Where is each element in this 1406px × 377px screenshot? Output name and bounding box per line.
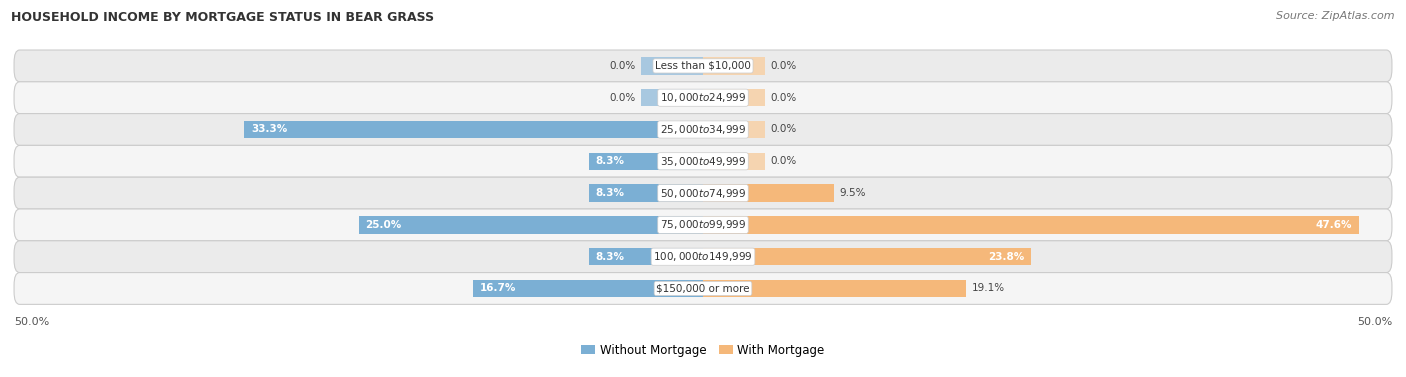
FancyBboxPatch shape	[14, 177, 1392, 209]
Text: 23.8%: 23.8%	[988, 252, 1024, 262]
Text: Source: ZipAtlas.com: Source: ZipAtlas.com	[1277, 11, 1395, 21]
Bar	[245, 121, 703, 138]
Bar	[703, 121, 765, 138]
Bar	[472, 280, 703, 297]
Text: 0.0%: 0.0%	[770, 156, 797, 166]
Bar	[703, 57, 765, 75]
Text: 0.0%: 0.0%	[770, 61, 797, 71]
Text: 8.3%: 8.3%	[596, 188, 624, 198]
Text: Less than $10,000: Less than $10,000	[655, 61, 751, 71]
Bar	[589, 248, 703, 265]
Text: 9.5%: 9.5%	[839, 188, 866, 198]
FancyBboxPatch shape	[14, 209, 1392, 241]
Text: 50.0%: 50.0%	[14, 317, 49, 327]
Text: $35,000 to $49,999: $35,000 to $49,999	[659, 155, 747, 168]
Text: 0.0%: 0.0%	[770, 124, 797, 135]
Text: 50.0%: 50.0%	[1357, 317, 1392, 327]
Bar	[703, 153, 765, 170]
FancyBboxPatch shape	[14, 50, 1392, 82]
Text: 19.1%: 19.1%	[972, 284, 1005, 293]
Bar	[589, 153, 703, 170]
Bar	[641, 57, 703, 75]
Text: 0.0%: 0.0%	[609, 61, 636, 71]
FancyBboxPatch shape	[14, 113, 1392, 146]
Text: $75,000 to $99,999: $75,000 to $99,999	[659, 218, 747, 231]
FancyBboxPatch shape	[14, 273, 1392, 304]
Text: $10,000 to $24,999: $10,000 to $24,999	[659, 91, 747, 104]
Text: 16.7%: 16.7%	[479, 284, 516, 293]
Text: 25.0%: 25.0%	[366, 220, 402, 230]
Bar	[703, 89, 765, 106]
Bar	[703, 216, 1358, 234]
Text: $50,000 to $74,999: $50,000 to $74,999	[659, 187, 747, 199]
Text: 47.6%: 47.6%	[1316, 220, 1353, 230]
Text: $150,000 or more: $150,000 or more	[657, 284, 749, 293]
Bar	[703, 280, 966, 297]
Bar	[703, 184, 834, 202]
Text: 8.3%: 8.3%	[596, 252, 624, 262]
Text: HOUSEHOLD INCOME BY MORTGAGE STATUS IN BEAR GRASS: HOUSEHOLD INCOME BY MORTGAGE STATUS IN B…	[11, 11, 434, 24]
Bar	[359, 216, 703, 234]
Text: $25,000 to $34,999: $25,000 to $34,999	[659, 123, 747, 136]
Legend: Without Mortgage, With Mortgage: Without Mortgage, With Mortgage	[576, 339, 830, 361]
Text: 33.3%: 33.3%	[252, 124, 287, 135]
Text: $100,000 to $149,999: $100,000 to $149,999	[654, 250, 752, 263]
Bar	[641, 89, 703, 106]
FancyBboxPatch shape	[14, 146, 1392, 177]
Text: 0.0%: 0.0%	[609, 93, 636, 103]
Bar	[703, 248, 1031, 265]
Bar	[589, 184, 703, 202]
Text: 0.0%: 0.0%	[770, 93, 797, 103]
Text: 8.3%: 8.3%	[596, 156, 624, 166]
FancyBboxPatch shape	[14, 82, 1392, 113]
FancyBboxPatch shape	[14, 241, 1392, 273]
